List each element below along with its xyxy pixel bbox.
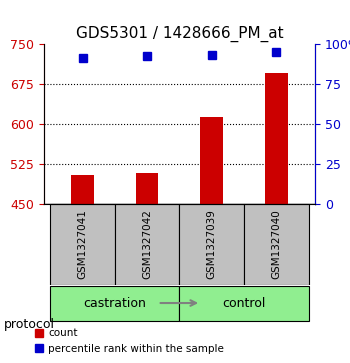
Text: protocol: protocol <box>4 318 55 331</box>
Bar <box>200 117 223 204</box>
Bar <box>136 173 159 204</box>
Text: GSM1327042: GSM1327042 <box>142 209 152 279</box>
FancyBboxPatch shape <box>180 204 244 285</box>
Text: castration: castration <box>83 297 146 310</box>
FancyBboxPatch shape <box>50 204 115 285</box>
Title: GDS5301 / 1428666_PM_at: GDS5301 / 1428666_PM_at <box>76 26 283 42</box>
FancyBboxPatch shape <box>115 204 180 285</box>
Text: control: control <box>222 297 266 310</box>
Text: GSM1327039: GSM1327039 <box>206 209 217 279</box>
Text: GSM1327041: GSM1327041 <box>77 209 88 279</box>
Bar <box>71 175 94 204</box>
FancyBboxPatch shape <box>180 286 309 321</box>
Bar <box>265 73 288 204</box>
FancyBboxPatch shape <box>244 204 309 285</box>
FancyBboxPatch shape <box>50 286 180 321</box>
Text: GSM1327040: GSM1327040 <box>271 209 281 279</box>
Legend: count, percentile rank within the sample: count, percentile rank within the sample <box>30 324 229 358</box>
